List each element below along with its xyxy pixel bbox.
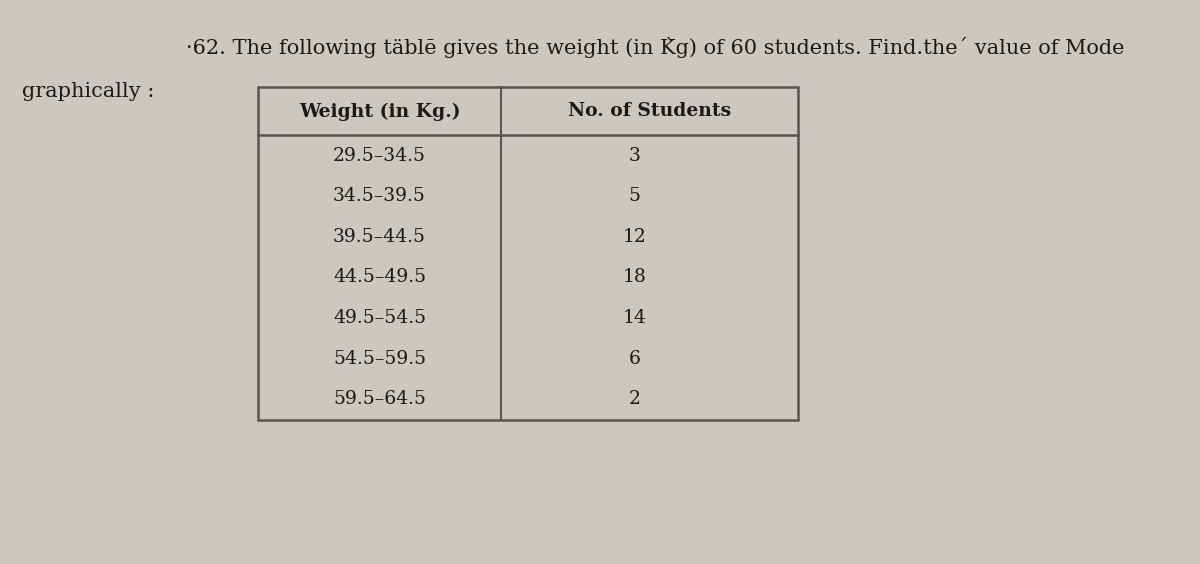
- Text: 14: 14: [623, 309, 647, 327]
- Text: 34.5–39.5: 34.5–39.5: [334, 187, 426, 205]
- Text: 18: 18: [623, 268, 647, 287]
- Text: 12: 12: [623, 228, 647, 246]
- Text: No. of Students: No. of Students: [568, 103, 731, 120]
- Text: 44.5–49.5: 44.5–49.5: [332, 268, 426, 287]
- Text: Weight (in Kg.): Weight (in Kg.): [299, 102, 461, 121]
- Text: 29.5–34.5: 29.5–34.5: [334, 147, 426, 165]
- Text: 59.5–64.5: 59.5–64.5: [334, 390, 426, 408]
- Text: graphically :: graphically :: [22, 82, 154, 101]
- Text: 49.5–54.5: 49.5–54.5: [332, 309, 426, 327]
- Text: 6: 6: [629, 350, 641, 368]
- Text: 3: 3: [629, 147, 641, 165]
- Text: 39.5–44.5: 39.5–44.5: [334, 228, 426, 246]
- Bar: [258, 87, 798, 420]
- Text: 2: 2: [629, 390, 641, 408]
- Text: ·62. The following täblē gives the weight (in K̀g) of 60 students. Find.the´ val: ·62. The following täblē gives the weigh…: [186, 37, 1124, 58]
- Text: 5: 5: [629, 187, 641, 205]
- Text: 54.5–59.5: 54.5–59.5: [332, 350, 426, 368]
